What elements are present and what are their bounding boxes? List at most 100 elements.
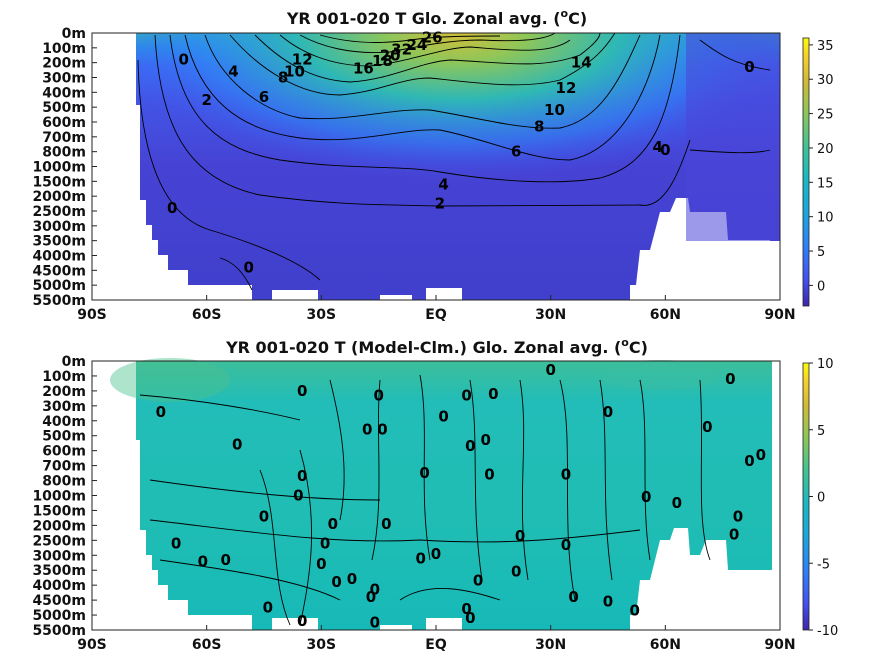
colorbar-tick-label: 10 [817, 357, 834, 372]
contour-label: 24 [406, 36, 427, 54]
y-tick-label: 3000m [32, 219, 86, 235]
contour-label: 4 [438, 175, 448, 193]
y-tick-label: 5000m [32, 608, 86, 624]
contour-label: 0 [480, 431, 490, 449]
contour-label: 6 [259, 88, 269, 106]
y-tick-label: 800m [42, 145, 86, 161]
contour-label: 0 [465, 437, 475, 455]
contour-label: 4 [228, 63, 238, 81]
y-tick-label: 700m [42, 130, 86, 146]
contour-label: 0 [156, 403, 166, 421]
y-axis: 0m100m200m300m400m500m600m700m800m1000m1… [32, 26, 97, 309]
y-tick-label: 300m [42, 71, 86, 87]
contour-label: 0 [473, 572, 483, 590]
y-tick-label: 5500m [32, 623, 86, 639]
contour-label: 12 [292, 51, 313, 69]
y-tick-label: 3500m [32, 234, 86, 250]
x-axis: 90S 60S 30S EQ 30N 60N 90N [77, 295, 796, 323]
contour-label: 0 [377, 421, 387, 439]
y-tick-label: 4500m [32, 263, 86, 279]
contour-label: 0 [320, 534, 330, 552]
contour-label: 0 [545, 361, 555, 379]
colorbar-ticks: 35 30 25 20 15 10 5 0 [809, 39, 834, 294]
colorbar-tick-label: 35 [817, 39, 834, 54]
x-tick-label: 30S [307, 307, 337, 323]
y-tick-label: 200m [42, 56, 86, 72]
chart-title: YR 001-020 T Glo. Zonal avg. (oC) [286, 7, 587, 28]
contour-label: 0 [316, 555, 326, 573]
contour-label: 0 [198, 552, 208, 570]
contour-label: 0 [370, 614, 380, 632]
x-tick-label: EQ [425, 307, 447, 323]
contour-label: 0 [381, 515, 391, 533]
temperature-field [136, 33, 780, 300]
y-tick-label: 600m [42, 115, 86, 131]
y-tick-label: 3500m [32, 563, 86, 579]
contour-label: 2 [435, 195, 445, 213]
y-tick-label: 200m [42, 384, 86, 400]
y-tick-label: 400m [42, 414, 86, 430]
y-tick-label: 500m [42, 100, 86, 116]
contour-label: 10 [284, 63, 305, 81]
x-tick-label: 60S [192, 307, 222, 323]
y-tick-label: 2500m [32, 533, 86, 549]
contour-label: 12 [556, 79, 577, 97]
contour-label: 0 [167, 199, 177, 217]
contour-label: 32 [391, 40, 412, 58]
x-tick-label: 60N [650, 637, 681, 653]
y-tick-label: 2500m [32, 204, 86, 220]
x-tick-label: 90N [764, 307, 795, 323]
colorbar-tick-label: -10 [817, 624, 838, 639]
contour-label: 0 [461, 386, 471, 404]
contour-label: 0 [725, 370, 735, 388]
contour-label: 0 [263, 599, 273, 617]
y-tick-label: 4500m [32, 593, 86, 609]
contour-label: 20 [380, 46, 401, 64]
contour-label: 0 [484, 466, 494, 484]
difference-contours [139, 374, 711, 626]
y-tick-label: 1500m [32, 174, 86, 190]
contour-label: 4 [652, 138, 662, 156]
y-tick-label: 700m [42, 459, 86, 475]
temperature-contours [137, 32, 771, 291]
colorbar: 35 30 25 20 15 10 5 0 [802, 37, 834, 307]
contour-label: 8 [534, 117, 544, 135]
y-tick-label: 400m [42, 85, 86, 101]
colorbar-tick-label: 10 [817, 211, 834, 226]
y-tick-label: 5000m [32, 278, 86, 294]
y-tick-label: 1000m [32, 489, 86, 505]
x-axis: 90S 60S 30S EQ 30N 60N 90N [77, 625, 796, 653]
colorbar-tick-label: 25 [817, 108, 834, 123]
contour-label: 0 [171, 534, 181, 552]
contour-label: 0 [328, 515, 338, 533]
y-tick-label: 2000m [32, 518, 86, 534]
contour-label: 0 [293, 487, 303, 505]
contour-label: 0 [630, 602, 640, 620]
difference-field [110, 358, 772, 630]
contour-label: 0 [362, 421, 372, 439]
contour-label: 0 [744, 452, 754, 470]
contour-label: 0 [744, 58, 754, 76]
contour-label: 0 [641, 488, 651, 506]
x-tick-label: EQ [425, 637, 447, 653]
contour-label: 2 [201, 91, 211, 109]
contour-label: 0 [603, 593, 613, 611]
contour-label: 0 [232, 436, 242, 454]
difference-contour-labels: 0 00 0 0 00 0 00 000 000 00 0 0 00 0 00 0 0 00 0 0 000 0 00000… [156, 361, 767, 632]
contour-label: 10 [544, 101, 565, 119]
x-tick-label: 30N [535, 307, 566, 323]
colorbar-tick-label: 0 [817, 279, 825, 294]
contour-label: 0 [672, 494, 682, 512]
contour-label: 0 [297, 467, 307, 485]
contour-label: 0 [511, 563, 521, 581]
colorbar-tick-label: 0 [817, 491, 825, 506]
contour-label: 0 [568, 588, 578, 606]
colorbar-scale [802, 37, 810, 307]
colorbar-tick-label: 5 [817, 424, 825, 439]
contour-label: 14 [571, 54, 592, 72]
contour-label: 0 [561, 466, 571, 484]
contour-label: 18 [372, 52, 393, 70]
contour-label: 0 [660, 141, 670, 159]
contour-label: 0 [702, 418, 712, 436]
colorbar-tick-label: -5 [817, 557, 830, 572]
